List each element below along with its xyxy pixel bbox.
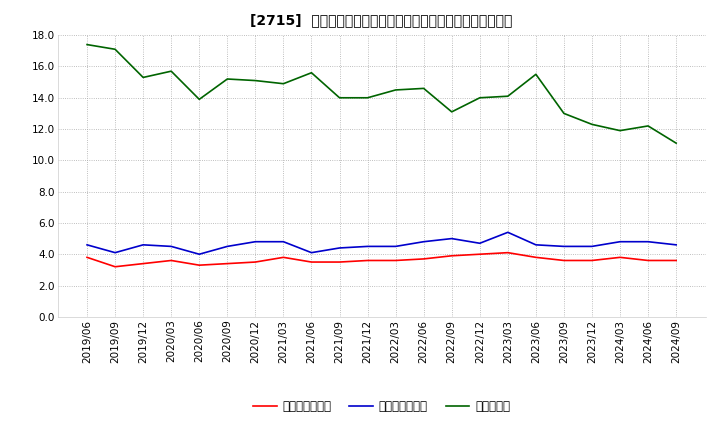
在庫回転率 [336,95,344,100]
売上債権回転率 [251,260,260,265]
買入債務回転率 [616,239,624,244]
買入債務回転率 [644,239,652,244]
Title: [2715]  売上債権回転率、買入債務回転率、在庫回転率の推移: [2715] 売上債権回転率、買入債務回転率、在庫回転率の推移 [251,13,513,27]
売上債権回転率 [223,261,232,266]
買入債務回転率 [139,242,148,247]
売上債権回転率 [364,258,372,263]
在庫回転率 [167,69,176,74]
売上債権回転率 [83,255,91,260]
買入債務回転率 [531,242,540,247]
Line: 買入債務回転率: 買入債務回転率 [87,232,676,254]
売上債権回転率 [111,264,120,269]
売上債権回転率 [559,258,568,263]
売上債権回転率 [503,250,512,255]
売上債権回転率 [167,258,176,263]
売上債権回転率 [139,261,148,266]
売上債権回転率 [475,252,484,257]
売上債権回転率 [336,260,344,265]
買入債務回転率 [503,230,512,235]
売上債権回転率 [672,258,680,263]
売上債権回転率 [419,256,428,261]
在庫回転率 [588,122,596,127]
在庫回転率 [447,109,456,114]
在庫回転率 [195,97,204,102]
Line: 売上債権回転率: 売上債権回転率 [87,253,676,267]
買入債務回転率 [447,236,456,241]
買入債務回転率 [195,252,204,257]
在庫回転率 [111,47,120,52]
買入債務回転率 [672,242,680,247]
在庫回転率 [616,128,624,133]
買入債務回転率 [167,244,176,249]
買入債務回転率 [391,244,400,249]
買入債務回転率 [83,242,91,247]
在庫回転率 [139,75,148,80]
買入債務回転率 [475,241,484,246]
買入債務回転率 [364,244,372,249]
在庫回転率 [307,70,316,75]
買入債務回転率 [588,244,596,249]
買入債務回転率 [559,244,568,249]
買入債務回転率 [111,250,120,255]
在庫回転率 [279,81,288,86]
売上債権回転率 [531,255,540,260]
在庫回転率 [364,95,372,100]
Line: 在庫回転率: 在庫回転率 [87,44,676,143]
買入債務回転率 [279,239,288,244]
売上債権回転率 [391,258,400,263]
買入債務回転率 [307,250,316,255]
在庫回転率 [503,94,512,99]
売上債権回転率 [447,253,456,258]
在庫回転率 [559,111,568,116]
売上債権回転率 [616,255,624,260]
買入債務回転率 [336,246,344,251]
買入債務回転率 [223,244,232,249]
Legend: 売上債権回転率, 買入債務回転率, 在庫回転率: 売上債権回転率, 買入債務回転率, 在庫回転率 [248,396,515,418]
買入債務回転率 [419,239,428,244]
在庫回転率 [419,86,428,91]
売上債権回転率 [307,260,316,265]
売上債権回転率 [195,263,204,268]
売上債権回転率 [588,258,596,263]
在庫回転率 [672,140,680,146]
在庫回転率 [251,78,260,83]
在庫回転率 [531,72,540,77]
在庫回転率 [83,42,91,47]
在庫回転率 [644,123,652,128]
在庫回転率 [475,95,484,100]
売上債権回転率 [644,258,652,263]
在庫回転率 [223,77,232,82]
在庫回転率 [391,87,400,92]
買入債務回転率 [251,239,260,244]
売上債権回転率 [279,255,288,260]
